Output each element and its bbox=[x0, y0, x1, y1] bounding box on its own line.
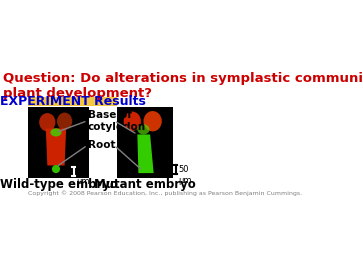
Ellipse shape bbox=[57, 113, 72, 130]
Ellipse shape bbox=[124, 112, 141, 131]
Text: 50
μm: 50 μm bbox=[178, 165, 192, 185]
Ellipse shape bbox=[143, 111, 162, 132]
Ellipse shape bbox=[52, 165, 60, 173]
Ellipse shape bbox=[50, 128, 62, 136]
Text: Root tip: Root tip bbox=[87, 140, 135, 150]
Polygon shape bbox=[46, 128, 66, 165]
Bar bbox=[28, 97, 117, 106]
Text: EXPERIMENT Results: EXPERIMENT Results bbox=[0, 95, 146, 108]
Text: Copyright © 2008 Pearson Education, Inc., publishing as Pearson Benjamin Cumming: Copyright © 2008 Pearson Education, Inc.… bbox=[28, 190, 302, 196]
Ellipse shape bbox=[39, 113, 56, 132]
Polygon shape bbox=[137, 135, 154, 173]
Text: 50
μm: 50 μm bbox=[76, 167, 90, 186]
Text: Question: Do alterations in symplastic communication affect
plant development?: Question: Do alterations in symplastic c… bbox=[3, 72, 363, 100]
Ellipse shape bbox=[137, 124, 150, 135]
Text: Wild-type embryo: Wild-type embryo bbox=[0, 178, 118, 191]
Bar bbox=[117, 107, 173, 178]
Bar bbox=[28, 107, 89, 178]
Text: Base of
cotyledon: Base of cotyledon bbox=[87, 110, 146, 132]
Text: Mutant embryo: Mutant embryo bbox=[94, 178, 196, 191]
